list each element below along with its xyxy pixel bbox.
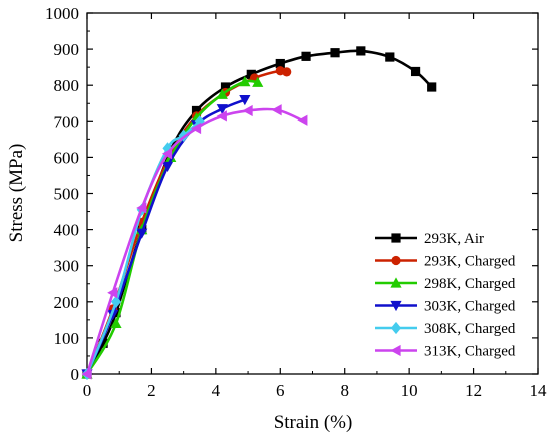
data-point (161, 148, 173, 160)
legend-marker (391, 233, 401, 243)
data-point (239, 75, 251, 87)
y-tick-label: 800 (54, 76, 80, 95)
data-point (410, 66, 421, 77)
y-tick-label: 900 (54, 40, 80, 59)
data-point (330, 48, 340, 58)
data-point (216, 110, 227, 122)
legend-label: 298K, Charged (424, 276, 516, 292)
data-point (110, 295, 122, 308)
y-axis-title: Stress (MPa) (6, 144, 27, 243)
data-point (275, 58, 285, 69)
data-point (385, 52, 395, 62)
x-tick-label: 8 (340, 381, 349, 400)
data-point (239, 95, 251, 106)
x-tick-label: 12 (465, 381, 482, 400)
legend-marker (390, 277, 402, 288)
data-point (136, 202, 147, 214)
legend-marker (391, 255, 401, 266)
data-point (301, 51, 311, 61)
series-line (85, 120, 201, 375)
y-tick-label: 200 (54, 293, 80, 312)
x-tick-label: 10 (401, 381, 418, 400)
legend-marker (390, 344, 401, 357)
legend-label: 293K, Charged (424, 254, 516, 270)
data-point (81, 368, 92, 380)
y-tick-label: 100 (54, 329, 80, 348)
legend-label: 293K, Air (424, 231, 484, 247)
x-tick-label: 0 (83, 381, 92, 400)
legend-item: 313K, Charged (375, 344, 516, 360)
data-point (136, 228, 148, 239)
data-point (98, 338, 108, 348)
x-axis-title: Strain (%) (274, 412, 353, 433)
y-tick-label: 600 (54, 148, 80, 167)
y-tick-label: 500 (54, 185, 80, 204)
series-line (85, 69, 288, 375)
y-tick-label: 400 (54, 221, 80, 240)
data-point (242, 104, 253, 117)
y-tick-label: 0 (71, 365, 80, 384)
data-point (252, 76, 264, 87)
legend-item: 298K, Charged (375, 276, 516, 292)
series-5 (81, 115, 205, 381)
y-tick-label: 300 (54, 257, 80, 276)
legend-item: 303K, Charged (375, 299, 516, 315)
series-line (85, 107, 304, 375)
x-tick-label: 14 (530, 381, 548, 400)
legend-item: 308K, Charged (375, 321, 516, 337)
series-6 (81, 104, 308, 380)
data-point (282, 67, 292, 77)
data-point (216, 104, 228, 115)
data-point (110, 317, 122, 329)
legend-item: 293K, Charged (375, 254, 516, 270)
data-point (246, 69, 256, 79)
data-point (216, 88, 228, 99)
legend-marker (390, 300, 402, 312)
legend-label: 313K, Charged (424, 344, 516, 360)
legend: 293K, Air 293K, Charged 298K, Charged 303K,… (375, 231, 516, 360)
data-point (190, 122, 202, 135)
series-line (85, 79, 258, 375)
data-point (107, 309, 119, 321)
data-point (191, 105, 202, 116)
legend-item: 293K, Air (375, 231, 484, 247)
x-tick-label: 6 (276, 381, 285, 400)
y-tick-label: 1000 (45, 4, 79, 23)
data-point (107, 287, 118, 299)
x-tick-label: 2 (147, 381, 156, 400)
data-point (297, 114, 308, 126)
x-tick-label: 4 (212, 381, 221, 400)
plot-area: 0 2 4 6 8 10 12 14 0 100 200 300 400 500 600 700 800 900 1… (45, 4, 547, 400)
legend-label: 308K, Charged (424, 321, 516, 337)
data-point (220, 82, 231, 92)
legend-marker (390, 321, 402, 335)
data-point (356, 46, 366, 56)
y-tick-label: 700 (54, 112, 80, 131)
data-point (161, 161, 174, 173)
legend-label: 303K, Charged (424, 299, 516, 315)
data-point (427, 82, 437, 92)
data-point (271, 104, 282, 116)
